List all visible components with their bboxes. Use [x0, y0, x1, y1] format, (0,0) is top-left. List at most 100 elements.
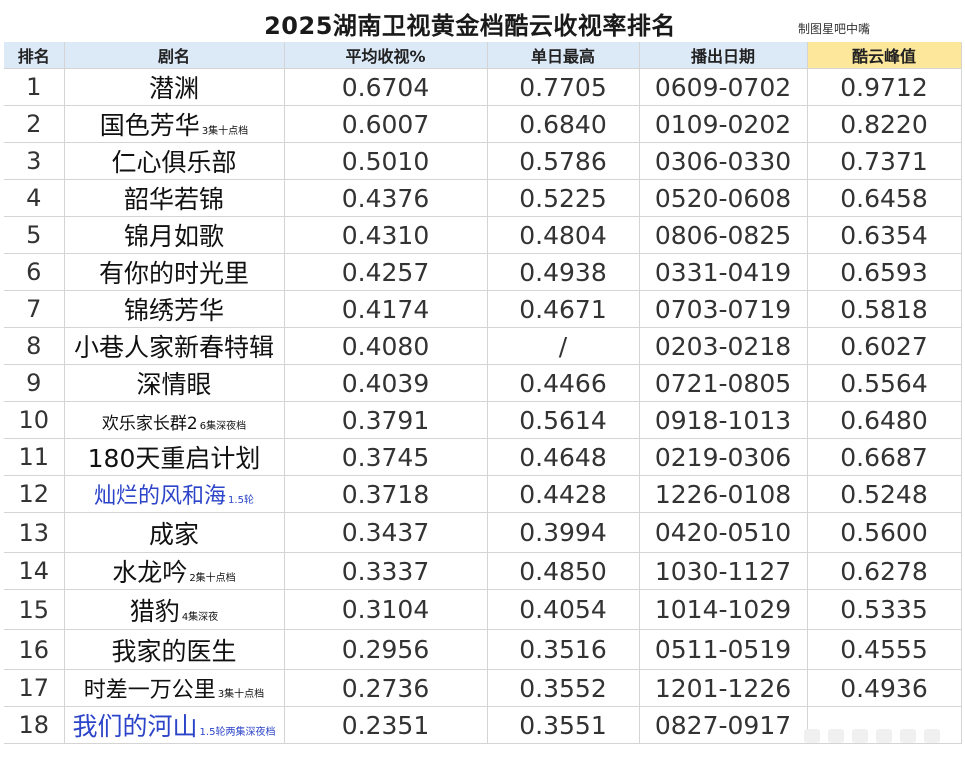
drama-name-cell[interactable]: 国色芳华 3集十点档 [64, 105, 285, 143]
avg-cell[interactable]: 0.4257 [284, 253, 488, 291]
air-date-cell[interactable]: 1014-1029 [639, 589, 808, 630]
peak-cell[interactable]: 0.5600 [807, 512, 962, 553]
air-date-cell[interactable]: 0609-0702 [639, 68, 808, 106]
avg-cell[interactable]: 0.4310 [284, 216, 488, 254]
peak-cell[interactable]: 0.6278 [807, 552, 962, 590]
drama-name-cell[interactable]: 锦绣芳华 [64, 290, 285, 328]
avg-cell[interactable]: 0.3437 [284, 512, 488, 553]
rank-cell[interactable]: 5 [4, 216, 65, 254]
rank-cell[interactable]: 1 [4, 68, 65, 106]
air-date-cell[interactable]: 0420-0510 [639, 512, 808, 553]
peak-cell[interactable]: 0.6480 [807, 401, 962, 439]
drama-name-cell[interactable]: 水龙吟 2集十点档 [64, 552, 285, 590]
drama-name-cell[interactable]: 成家 [64, 512, 285, 553]
air-date-cell[interactable]: 0827-0917 [639, 706, 808, 744]
rank-cell[interactable]: 12 [4, 475, 65, 513]
peak-cell[interactable]: 0.8220 [807, 105, 962, 143]
drama-name-cell[interactable]: 180天重启计划 [64, 438, 285, 476]
avg-cell[interactable]: 0.2351 [284, 706, 488, 744]
daily-high-cell[interactable]: 0.4428 [487, 475, 640, 513]
rank-cell[interactable]: 4 [4, 179, 65, 217]
air-date-cell[interactable]: 0331-0419 [639, 253, 808, 291]
daily-high-cell[interactable]: 0.4466 [487, 364, 640, 402]
daily-high-cell[interactable]: 0.7705 [487, 68, 640, 106]
tab-dot[interactable] [828, 729, 844, 743]
air-date-cell[interactable]: 0703-0719 [639, 290, 808, 328]
drama-name-cell[interactable]: 锦月如歌 [64, 216, 285, 254]
rank-cell[interactable]: 18 [4, 706, 65, 744]
daily-high-cell[interactable]: 0.4671 [487, 290, 640, 328]
rank-cell[interactable]: 14 [4, 552, 65, 590]
peak-cell[interactable]: 0.5564 [807, 364, 962, 402]
daily-high-cell[interactable]: 0.4804 [487, 216, 640, 254]
rank-cell[interactable]: 15 [4, 589, 65, 630]
peak-cell[interactable]: 0.5818 [807, 290, 962, 328]
peak-cell[interactable]: 0.4555 [807, 629, 962, 670]
rank-cell[interactable]: 3 [4, 142, 65, 180]
daily-high-cell[interactable]: 0.4850 [487, 552, 640, 590]
avg-cell[interactable]: 0.6704 [284, 68, 488, 106]
rank-cell[interactable]: 7 [4, 290, 65, 328]
avg-cell[interactable]: 0.4174 [284, 290, 488, 328]
daily-high-cell[interactable]: / [487, 327, 640, 365]
peak-cell[interactable]: 0.7371 [807, 142, 962, 180]
daily-high-cell[interactable]: 0.5786 [487, 142, 640, 180]
drama-name-cell[interactable]: 时差一万公里 3集十点档 [64, 669, 285, 707]
peak-cell[interactable]: 0.9712 [807, 68, 962, 106]
avg-cell[interactable]: 0.5010 [284, 142, 488, 180]
avg-cell[interactable]: 0.2956 [284, 629, 488, 670]
peak-cell[interactable]: 0.6593 [807, 253, 962, 291]
avg-cell[interactable]: 0.2736 [284, 669, 488, 707]
avg-cell[interactable]: 0.4039 [284, 364, 488, 402]
tab-dot[interactable] [876, 729, 892, 743]
tab-dot[interactable] [852, 729, 868, 743]
peak-cell[interactable]: 0.6354 [807, 216, 962, 254]
drama-name-cell[interactable]: 小巷人家新春特辑 [64, 327, 285, 365]
air-date-cell[interactable]: 0109-0202 [639, 105, 808, 143]
avg-cell[interactable]: 0.4080 [284, 327, 488, 365]
rank-cell[interactable]: 2 [4, 105, 65, 143]
air-date-cell[interactable]: 0918-1013 [639, 401, 808, 439]
tab-dot[interactable] [924, 729, 940, 743]
air-date-cell[interactable]: 0306-0330 [639, 142, 808, 180]
rank-cell[interactable]: 6 [4, 253, 65, 291]
avg-cell[interactable]: 0.3718 [284, 475, 488, 513]
drama-name-cell[interactable]: 潜渊 [64, 68, 285, 106]
drama-name-cell[interactable]: 我家的医生 [64, 629, 285, 670]
daily-high-cell[interactable]: 0.4054 [487, 589, 640, 630]
rank-cell[interactable]: 8 [4, 327, 65, 365]
avg-cell[interactable]: 0.3745 [284, 438, 488, 476]
rank-cell[interactable]: 13 [4, 512, 65, 553]
daily-high-cell[interactable]: 0.5225 [487, 179, 640, 217]
air-date-cell[interactable]: 0520-0608 [639, 179, 808, 217]
drama-name-cell[interactable]: 有你的时光里 [64, 253, 285, 291]
air-date-cell[interactable]: 1201-1226 [639, 669, 808, 707]
drama-name-cell[interactable]: 猎豹 4集深夜 [64, 589, 285, 630]
daily-high-cell[interactable]: 0.4938 [487, 253, 640, 291]
drama-name-cell[interactable]: 仁心俱乐部 [64, 142, 285, 180]
daily-high-cell[interactable]: 0.3516 [487, 629, 640, 670]
rank-cell[interactable]: 9 [4, 364, 65, 402]
avg-cell[interactable]: 0.3337 [284, 552, 488, 590]
air-date-cell[interactable]: 0721-0805 [639, 364, 808, 402]
peak-cell[interactable]: 0.5335 [807, 589, 962, 630]
daily-high-cell[interactable]: 0.5614 [487, 401, 640, 439]
daily-high-cell[interactable]: 0.4648 [487, 438, 640, 476]
rank-cell[interactable]: 11 [4, 438, 65, 476]
daily-high-cell[interactable]: 0.3994 [487, 512, 640, 553]
peak-cell[interactable]: 0.4936 [807, 669, 962, 707]
drama-name-cell[interactable]: 我们的河山 1.5轮两集深夜档 [64, 706, 285, 744]
air-date-cell[interactable]: 0219-0306 [639, 438, 808, 476]
peak-cell[interactable]: 0.6687 [807, 438, 962, 476]
peak-cell[interactable]: 0.5248 [807, 475, 962, 513]
drama-name-cell[interactable]: 深情眼 [64, 364, 285, 402]
peak-cell[interactable]: 0.6027 [807, 327, 962, 365]
avg-cell[interactable]: 0.4376 [284, 179, 488, 217]
daily-high-cell[interactable]: 0.6840 [487, 105, 640, 143]
air-date-cell[interactable]: 1030-1127 [639, 552, 808, 590]
tab-dot[interactable] [900, 729, 916, 743]
peak-cell[interactable]: 0.6458 [807, 179, 962, 217]
rank-cell[interactable]: 17 [4, 669, 65, 707]
air-date-cell[interactable]: 0203-0218 [639, 327, 808, 365]
tab-dot[interactable] [804, 729, 820, 743]
